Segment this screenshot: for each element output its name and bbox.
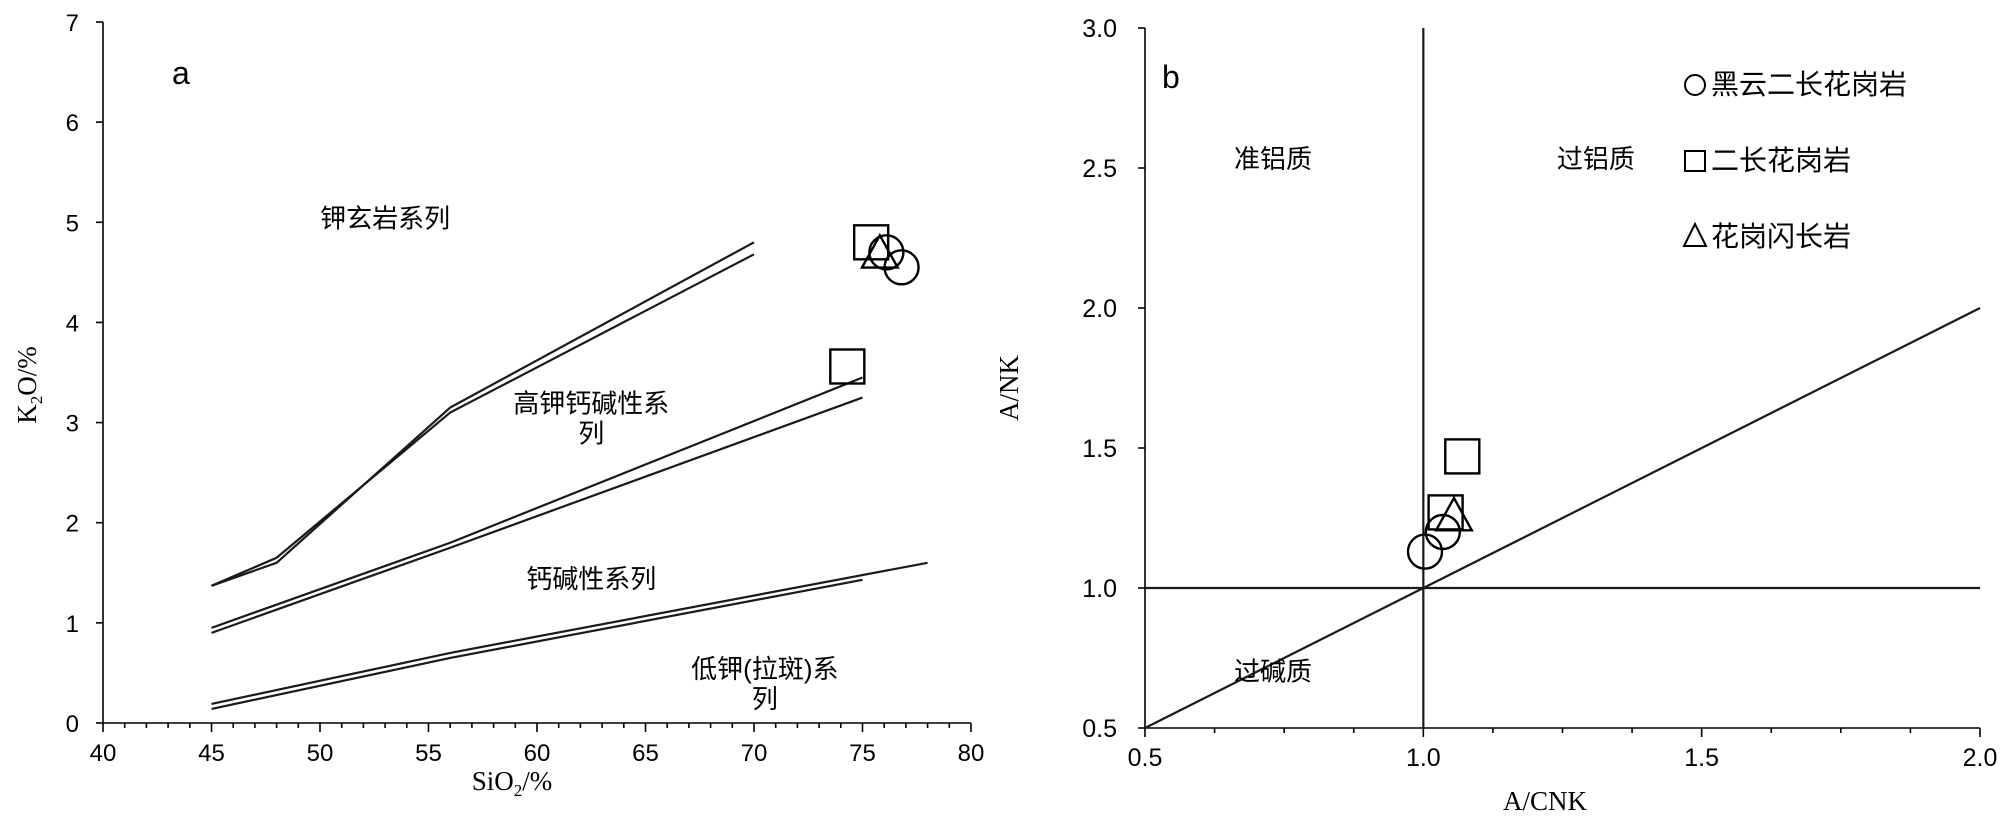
panel-b-y-tick-label: 0.5 [1082, 715, 1117, 743]
panel-b-y-tick-label: 1.5 [1082, 435, 1117, 463]
panel-a-region-label: 钙碱性系列 [526, 564, 656, 594]
panel-a-y-tick-label: 1 [66, 611, 79, 638]
legend-entry: 二长花岗岩 [1684, 145, 1851, 176]
panel-b-region-label: 过铝质 [1557, 144, 1635, 174]
legend-entry: 花岗闪长岩 [1682, 221, 1851, 252]
panel-a-boundary-line [211, 376, 863, 629]
panel-a-region-label: 钾玄岩系列 [320, 203, 450, 233]
panel-b-region-label: 准铝质 [1234, 144, 1312, 174]
panel-b-x-tick-label: 1.0 [1406, 744, 1441, 772]
panel-b-label: b [1162, 59, 1180, 95]
legend-marker-square [1684, 150, 1706, 172]
legend-label: 花岗闪长岩 [1711, 221, 1851, 252]
panel-b-data-point-circle [1406, 533, 1444, 570]
panel-a-x-axis-label: SiO2/% [472, 766, 553, 800]
panel-a-data-point-triangle [859, 232, 900, 269]
panel-a-x-tick-label: 50 [307, 740, 334, 767]
panel-a-boundary-line [211, 578, 863, 711]
panel-b-x-tick-label: 2.0 [1963, 744, 1998, 772]
panel-a-y-tick-label: 6 [66, 110, 79, 137]
panel-b-x-tick-label: 0.5 [1128, 744, 1163, 772]
panel-a-y-tick-label: 2 [66, 511, 79, 538]
panel-a-data-point-circle [868, 234, 905, 271]
legend-label: 二长花岗岩 [1711, 145, 1851, 176]
legend-entry: 黑云二长花岗岩 [1684, 69, 1907, 100]
panel-a-x-tick-label: 55 [415, 740, 442, 767]
panel-a-boundary-line [211, 396, 863, 634]
panel-b-y-tick-label: 1.0 [1082, 575, 1117, 603]
panel-a-boundary-line [211, 241, 755, 587]
legend-marker-triangle [1682, 221, 1708, 247]
panel-a-y-tick-label: 4 [66, 310, 79, 337]
panel-b-data-point-circle [1424, 513, 1462, 551]
panel-a-y-tick-label: 0 [66, 711, 79, 738]
panel-a-data-point-circle [883, 249, 920, 286]
panel-b-x-axis-label: A/CNK [1503, 786, 1588, 816]
panel-a-y-axis-label: K2O/% [12, 346, 46, 424]
panel-a-region-label: 列 [578, 419, 604, 449]
panel-a-y-tick-label: 7 [66, 10, 79, 37]
panel-a-x-tick-label: 65 [632, 740, 659, 767]
panel-a-x-tick-label: 80 [958, 740, 985, 767]
panel-a-region-label: 高钾钙碱性系 [513, 389, 669, 419]
panel-a-x-tick-label: 60 [524, 740, 551, 767]
panel-a-label: a [172, 55, 190, 91]
panel-b-y-tick-label: 2.0 [1082, 295, 1117, 323]
panel-b-y-tick-label: 3.0 [1082, 15, 1117, 43]
legend-marker-circle [1684, 74, 1706, 96]
panel-b-boundary-line [1144, 307, 1981, 729]
panel-a-boundary-line [211, 253, 755, 587]
panel-a-x-tick-label: 75 [849, 740, 876, 767]
panel-b-data-point-square [1444, 438, 1481, 475]
panel-a-boundary-line [211, 561, 928, 706]
panel-b: 0.5 1.0 1.5 2.0 0.5 1.0 1.5 2.0 2.5 3.0 准铝质 过铝质过碱质… [994, 15, 1997, 816]
legend-label: 黑云二长花岗岩 [1711, 69, 1907, 100]
panel-a-x-tick-label: 40 [90, 740, 117, 767]
panel-a-x-tick-label: 70 [741, 740, 768, 767]
panel-b-y-axis-label: A/NK [994, 355, 1024, 421]
panel-b-data-point-triangle [1434, 495, 1474, 532]
panel-b-x-tick-label: 1.5 [1684, 744, 1719, 772]
panel-a-y-tick-label: 3 [66, 411, 79, 438]
panel-a-region-label: 低钾(拉斑)系 [691, 654, 838, 684]
panel-b-y-tick-label: 2.5 [1082, 155, 1117, 183]
panel-a-region-label: 列 [752, 684, 778, 714]
panel-b-region-label: 过碱质 [1234, 656, 1312, 686]
panel-a-data-point-square [829, 348, 866, 385]
panel-a-x-tick-label: 45 [198, 740, 225, 767]
panel-a-y-tick-label: 5 [66, 210, 79, 237]
